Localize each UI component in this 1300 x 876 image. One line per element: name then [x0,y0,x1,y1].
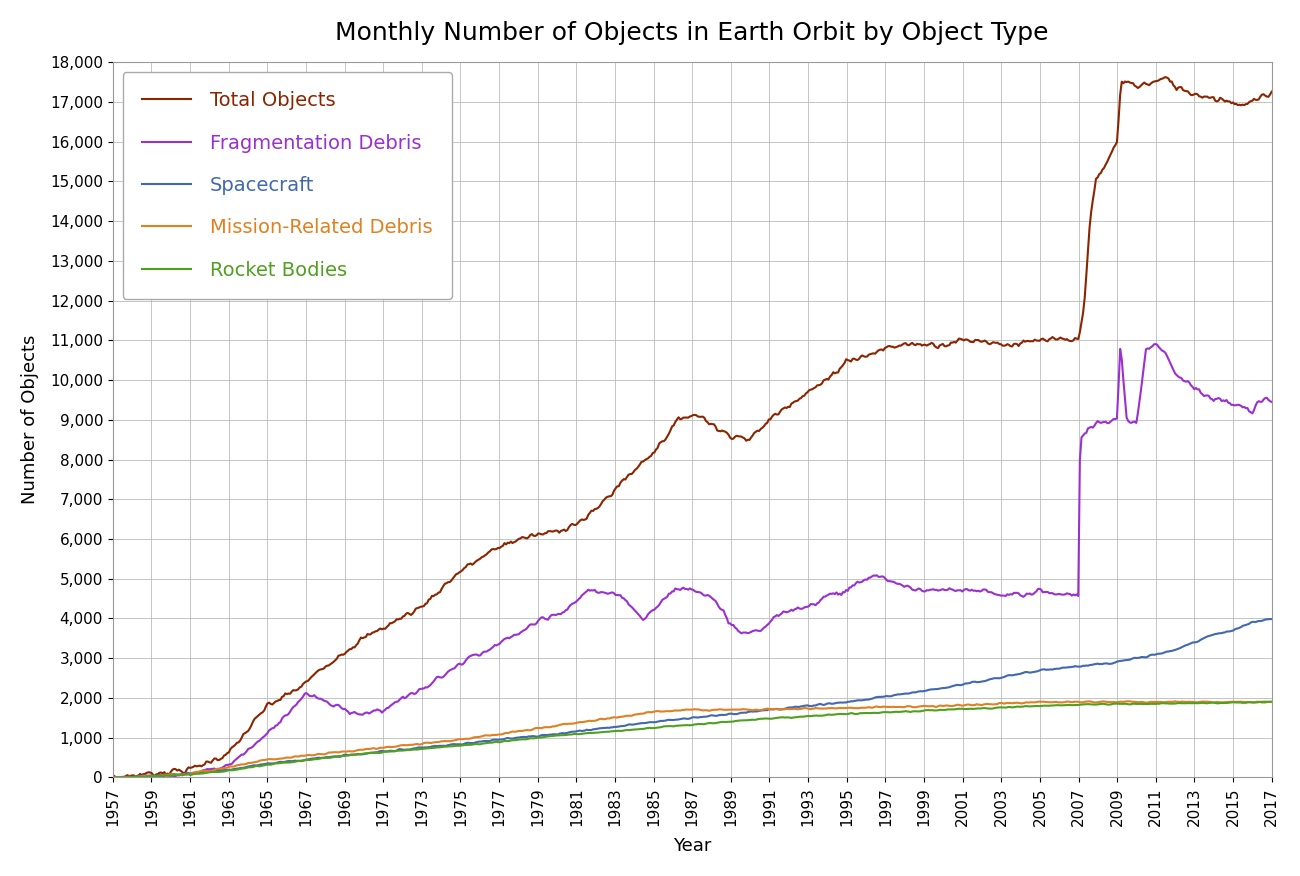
Y-axis label: Number of Objects: Number of Objects [21,335,39,505]
Fragmentation Debris [424,678,439,689]
Spacecraft [833,697,849,708]
Spacecraft [1262,614,1278,625]
Total Objects [425,591,441,602]
Rocket Bodies [105,772,121,782]
Total Objects [105,770,121,781]
Line: Total Objects: Total Objects [113,77,1271,778]
Rocket Bodies [247,761,263,772]
Rocket Bodies [364,747,380,758]
Legend: Total Objects, Fragmentation Debris, Spacecraft, Mission-Related Debris, Rocket : Total Objects, Fragmentation Debris, Spa… [122,72,452,299]
Rocket Bodies [109,773,125,783]
Total Objects [835,360,850,371]
Mission-Related Debris [105,772,121,782]
Total Objects [127,772,143,782]
Total Objects [868,347,884,357]
Total Objects [364,627,380,638]
Fragmentation Debris [105,773,121,783]
Fragmentation Debris [1264,397,1279,407]
Line: Rocket Bodies: Rocket Bodies [113,702,1271,778]
Mission-Related Debris [113,773,129,783]
Rocket Bodies [127,771,143,781]
Spacecraft [867,692,883,703]
Spacecraft [363,747,378,758]
Line: Spacecraft: Spacecraft [113,619,1271,778]
X-axis label: Year: Year [673,837,711,855]
Spacecraft [1264,614,1279,625]
Line: Fragmentation Debris: Fragmentation Debris [113,344,1271,778]
Spacecraft [126,772,142,782]
Mission-Related Debris [364,743,380,753]
Fragmentation Debris [833,590,849,600]
Rocket Bodies [868,708,884,718]
Mission-Related Debris [425,738,441,748]
Mission-Related Debris [835,703,850,713]
Total Objects [1157,72,1173,82]
Total Objects [247,714,263,724]
Rocket Bodies [835,709,850,719]
Total Objects [114,773,130,783]
Total Objects [1264,87,1279,97]
Rocket Bodies [1264,696,1279,707]
Title: Monthly Number of Objects in Earth Orbit by Object Type: Monthly Number of Objects in Earth Orbit… [335,21,1049,45]
Mission-Related Debris [1167,696,1183,707]
Fragmentation Debris [1148,339,1164,350]
Fragmentation Debris [363,707,378,717]
Fragmentation Debris [246,741,261,752]
Line: Mission-Related Debris: Mission-Related Debris [113,702,1271,778]
Mission-Related Debris [247,757,263,767]
Rocket Bodies [425,743,441,753]
Spacecraft [246,760,261,771]
Mission-Related Debris [1264,696,1279,707]
Spacecraft [424,741,439,752]
Mission-Related Debris [127,772,143,782]
Fragmentation Debris [126,772,142,782]
Fragmentation Debris [867,570,883,581]
Spacecraft [105,773,121,783]
Mission-Related Debris [868,701,884,711]
